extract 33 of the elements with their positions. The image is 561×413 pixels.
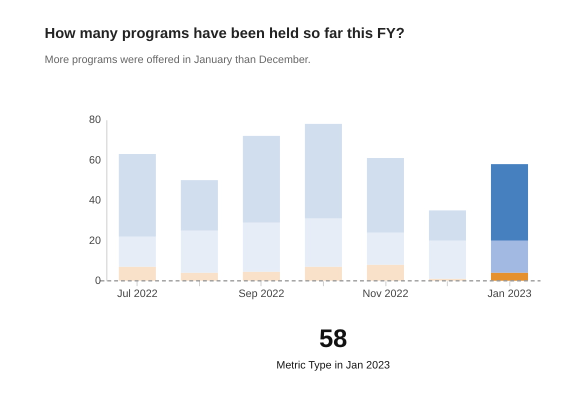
bar [490, 240, 528, 273]
bar [242, 272, 280, 281]
x-tick-label: Jan 2023 [487, 288, 532, 300]
y-tick-label: 0 [95, 275, 102, 288]
y-tick-label: 20 [89, 234, 102, 247]
bar [118, 236, 156, 267]
bar [366, 264, 404, 281]
bar [242, 222, 280, 272]
bar [180, 272, 218, 281]
text: Metric Type in Jan 2023 [276, 360, 390, 372]
x-tick-label: Nov 2022 [362, 288, 408, 300]
chart-title: How many programs have been held so far this FY? [44, 26, 405, 42]
bar [366, 158, 404, 232]
bar [180, 180, 218, 230]
bar [428, 210, 466, 241]
bar [304, 218, 342, 267]
bar [428, 240, 466, 279]
text: 58 [319, 325, 348, 354]
x-tick-label: Sep 2022 [238, 288, 284, 300]
bar [366, 232, 404, 265]
y-tick-label: 40 [89, 194, 102, 207]
bar [304, 266, 342, 281]
y-tick-label: 80 [89, 114, 102, 126]
bar [180, 230, 218, 273]
chart-subtitle: More programs were offered in January than December. [44, 54, 311, 66]
bar [304, 124, 342, 218]
bar [118, 154, 156, 237]
bar [242, 136, 280, 222]
bar [118, 266, 156, 281]
y-tick-label: 60 [89, 154, 102, 166]
bar [490, 164, 528, 241]
bar [490, 272, 528, 281]
x-tick-label: Jul 2022 [117, 288, 158, 300]
